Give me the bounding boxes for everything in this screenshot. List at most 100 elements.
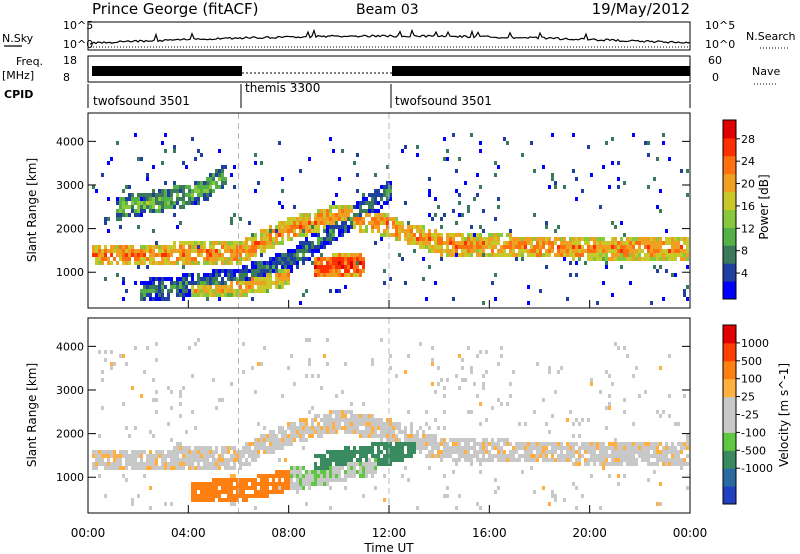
heatmap-cell: [362, 201, 365, 205]
heatmap-cell: [386, 450, 389, 454]
x-tick-label: 12:00: [372, 526, 407, 540]
heatmap-cell: [212, 462, 215, 466]
heatmap-cell: [614, 241, 617, 245]
heatmap-cell: [341, 257, 344, 261]
heatmap-cell: [611, 161, 614, 165]
heatmap-cell: [317, 225, 320, 229]
heatmap-cell: [230, 454, 233, 458]
heatmap-cell: [278, 458, 281, 462]
heatmap-cell: [332, 225, 335, 229]
heatmap-cell: [230, 217, 233, 221]
heatmap-cell: [224, 486, 227, 490]
heatmap-cell: [131, 462, 134, 466]
heatmap-cell: [239, 249, 242, 253]
heatmap-cell: [392, 233, 395, 237]
heatmap-cell: [242, 245, 245, 249]
heatmap-cell: [146, 245, 149, 249]
heatmap-cell: [344, 478, 347, 482]
heatmap-cell: [356, 173, 359, 177]
heatmap-cell: [221, 454, 224, 458]
heatmap-cell: [413, 446, 416, 450]
heatmap-cell: [143, 285, 146, 289]
heatmap-cell: [458, 450, 461, 454]
heatmap-cell: [284, 438, 287, 442]
heatmap-cell: [464, 450, 467, 454]
noise-sky-trace: [89, 28, 691, 45]
heatmap-cell: [413, 450, 416, 454]
heatmap-cell: [305, 474, 308, 478]
heatmap-cell: [365, 229, 368, 233]
heatmap-cell: [299, 430, 302, 434]
heatmap-cell: [398, 442, 401, 446]
heatmap-cell: [164, 277, 167, 281]
heatmap-cell: [491, 281, 494, 285]
heatmap-cell: [431, 245, 434, 249]
heatmap-cell: [467, 249, 470, 253]
heatmap-cell: [359, 434, 362, 438]
heatmap-cell: [119, 205, 122, 209]
heatmap-cell: [125, 257, 128, 261]
heatmap-cell: [668, 394, 671, 398]
heatmap-cell: [602, 466, 605, 470]
heatmap-cell: [176, 185, 179, 189]
heatmap-cell: [251, 454, 254, 458]
heatmap-cell: [662, 454, 665, 458]
heatmap-cell: [347, 466, 350, 470]
heatmap-cell: [278, 277, 281, 281]
heatmap-cell: [392, 458, 395, 462]
heatmap-cell: [602, 446, 605, 450]
heatmap-cell: [662, 249, 665, 253]
heatmap-cell: [665, 462, 668, 466]
heatmap-cell: [314, 265, 317, 269]
heatmap-cell: [416, 434, 419, 438]
heatmap-cell: [251, 253, 254, 257]
heatmap-cell: [311, 474, 314, 478]
heatmap-cell: [341, 426, 344, 430]
heatmap-cell: [188, 249, 191, 253]
heatmap-cell: [647, 249, 650, 253]
heatmap-cell: [425, 233, 428, 237]
heatmap-cell: [302, 293, 305, 297]
heatmap-cell: [395, 434, 398, 438]
noise-tick-bottom-left: 10^0: [63, 38, 93, 51]
heatmap-cell: [533, 454, 536, 458]
heatmap-cell: [212, 189, 215, 193]
heatmap-cell: [416, 241, 419, 245]
heatmap-cell: [452, 438, 455, 442]
heatmap-cell: [296, 434, 299, 438]
heatmap-cell: [482, 386, 485, 390]
heatmap-cell: [461, 454, 464, 458]
heatmap-cell: [338, 474, 341, 478]
heatmap-cell: [140, 450, 143, 454]
heatmap-cell: [458, 253, 461, 257]
heatmap-cell: [251, 494, 254, 498]
heatmap-cell: [404, 442, 407, 446]
heatmap-cell: [254, 390, 257, 394]
heatmap-cell: [155, 297, 158, 301]
heatmap-cell: [401, 149, 404, 153]
heatmap-cell: [314, 229, 317, 233]
heatmap-cell: [404, 145, 407, 149]
heatmap-cell: [221, 241, 224, 245]
heatmap-cell: [179, 241, 182, 245]
heatmap-cell: [506, 438, 509, 442]
heatmap-cell: [281, 281, 284, 285]
heatmap-cell: [686, 257, 689, 261]
heatmap-cell: [305, 221, 308, 225]
heatmap-cell: [137, 253, 140, 257]
heatmap-cell: [473, 446, 476, 450]
heatmap-cell: [221, 245, 224, 249]
heatmap-cell: [335, 253, 338, 257]
heatmap-cell: [584, 450, 587, 454]
heatmap-cell: [329, 257, 332, 261]
heatmap-cell: [581, 237, 584, 241]
heatmap-cell: [281, 490, 284, 494]
heatmap-cell: [509, 229, 512, 233]
heatmap-cell: [296, 265, 299, 269]
heatmap-cell: [236, 482, 239, 486]
heatmap-cell: [578, 249, 581, 253]
heatmap-cell: [305, 213, 308, 217]
heatmap-cell: [320, 273, 323, 277]
heatmap-cell: [197, 185, 200, 189]
